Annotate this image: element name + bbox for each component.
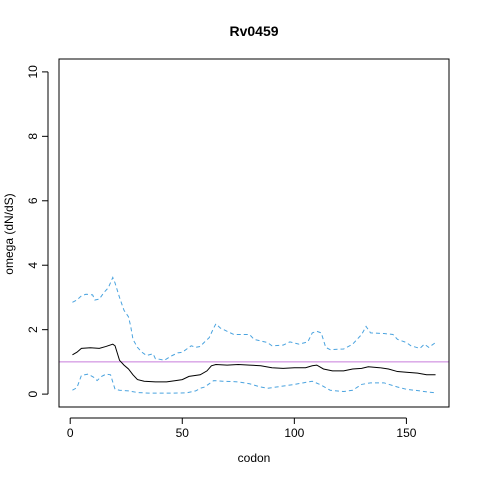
chart-title: Rv0459 bbox=[229, 23, 278, 39]
series-line-upper bbox=[72, 276, 436, 361]
y-tick-label: 4 bbox=[26, 262, 40, 269]
x-axis-label: codon bbox=[238, 451, 271, 465]
plot-area bbox=[59, 276, 449, 394]
series-line-lower bbox=[72, 373, 436, 394]
y-tick-label: 2 bbox=[26, 326, 40, 333]
y-tick-label: 8 bbox=[26, 133, 40, 140]
y-tick-label: 10 bbox=[26, 65, 40, 79]
x-tick-label: 0 bbox=[67, 426, 74, 440]
plot-frame bbox=[58, 58, 450, 408]
y-axis-label: omega (dN/dS) bbox=[2, 193, 16, 274]
x-tick-label: 100 bbox=[284, 426, 304, 440]
series-line-estimate bbox=[72, 343, 436, 383]
y-tick-label: 6 bbox=[26, 197, 40, 204]
x-tick-label: 50 bbox=[176, 426, 190, 440]
y-tick-label: 0 bbox=[26, 390, 40, 397]
x-tick-label: 150 bbox=[396, 426, 416, 440]
axes: 0 50 100 150 0 2 4 6 8 10 bbox=[26, 58, 450, 440]
